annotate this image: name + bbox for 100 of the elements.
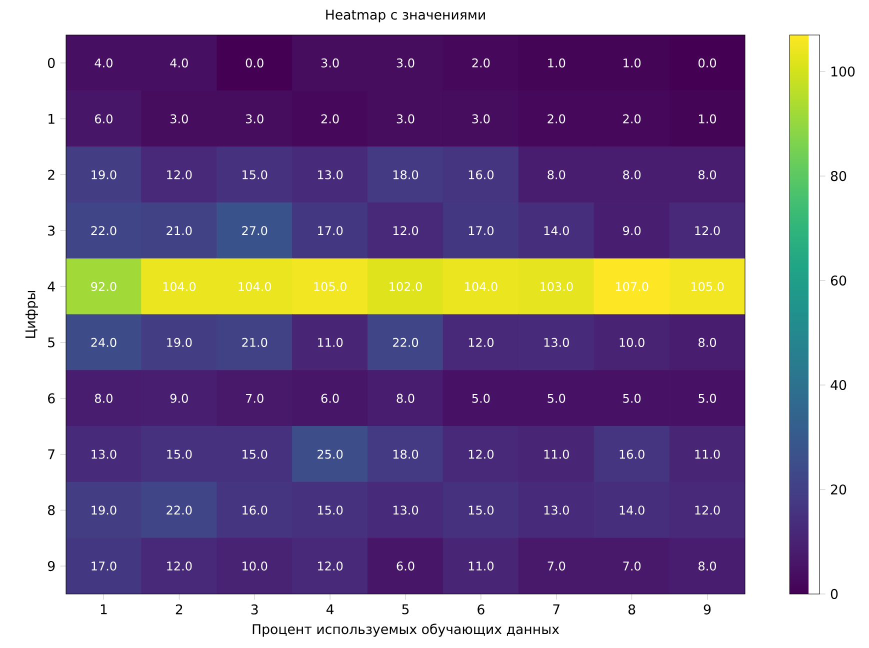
data-label: 11.0 [468, 562, 494, 571]
y-tick-label: 6 [48, 393, 55, 404]
data-label: 104.0 [465, 282, 498, 292]
x-axis-title: Процент используемых обучающих данных [252, 624, 560, 637]
data-label: 19.0 [167, 338, 192, 347]
data-label: 104.0 [238, 282, 271, 292]
data-label: 2.0 [548, 114, 566, 124]
color-bar-label: 0 [830, 588, 838, 600]
y-tick-label: 4 [48, 282, 55, 292]
data-label: 15.0 [318, 506, 343, 515]
color-bar-label: 40 [830, 380, 846, 390]
data-label: 16.0 [468, 170, 494, 180]
x-tick-label: 4 [326, 604, 334, 614]
data-label: 2.0 [472, 58, 490, 68]
data-label: 21.0 [166, 226, 192, 236]
data-label: 8.0 [396, 394, 414, 403]
data-label: 16.0 [242, 506, 268, 515]
data-label: 3.0 [170, 114, 188, 124]
data-label: 13.0 [92, 450, 116, 459]
x-tick-label: 5 [402, 604, 409, 614]
color-bar-label: 20 [831, 484, 846, 495]
x-tick-label: 6 [478, 604, 484, 614]
data-label: 5.0 [548, 394, 566, 403]
y-tick-label: 1 [48, 114, 54, 124]
data-label: 12.0 [468, 450, 494, 459]
data-label: 0.0 [698, 58, 716, 68]
data-label: 10.0 [620, 338, 644, 347]
data-label: 3.0 [472, 114, 490, 124]
data-label: 24.0 [91, 338, 116, 347]
data-label: 12.0 [695, 226, 720, 236]
data-label: 3.0 [396, 114, 414, 124]
data-label: 13.0 [318, 170, 343, 180]
data-label: 9.0 [623, 226, 641, 236]
data-label: 11.0 [544, 450, 569, 459]
data-label: 16.0 [620, 450, 644, 459]
data-label: 12.0 [167, 562, 192, 571]
data-label: 6.0 [396, 562, 414, 571]
data-label: 17.0 [318, 226, 343, 236]
data-label: 8.0 [698, 338, 716, 347]
data-label: 22.0 [91, 226, 116, 236]
data-label: 19.0 [92, 506, 116, 515]
data-label: 12.0 [468, 338, 494, 347]
data-label: 15.0 [468, 506, 494, 515]
data-label: 7.0 [246, 394, 264, 403]
data-label: 6.0 [321, 394, 339, 403]
data-label: 14.0 [544, 226, 569, 236]
data-label: 21.0 [242, 338, 268, 347]
x-tick-label: 9 [704, 604, 711, 614]
x-tick-label: 7 [553, 604, 560, 614]
data-label: 12.0 [695, 506, 720, 515]
data-label: 102.0 [390, 282, 422, 292]
data-label: 13.0 [544, 506, 569, 515]
data-label: 1.0 [699, 114, 716, 124]
data-label: 13.0 [544, 338, 569, 347]
data-label: 8.0 [548, 170, 566, 180]
x-tick-label: 2 [176, 604, 182, 614]
y-axis-title: Цифры [25, 290, 38, 338]
chart-title: Heatmap с значениями [326, 10, 485, 22]
y-tick-label: 8 [48, 505, 55, 516]
data-label: 17.0 [92, 562, 116, 571]
data-label: 14.0 [620, 506, 644, 515]
data-label: 17.0 [468, 226, 494, 236]
x-tick-label: 3 [251, 604, 258, 614]
data-label: 15.0 [242, 450, 268, 459]
data-label: 103.0 [540, 282, 573, 292]
y-tick-label: 3 [48, 226, 55, 236]
data-label: 0.0 [246, 58, 264, 68]
data-label: 8.0 [623, 170, 641, 180]
data-label: 18.0 [393, 450, 418, 459]
data-label: 1.0 [624, 58, 641, 68]
data-label: 11.0 [318, 338, 343, 347]
data-label: 15.0 [242, 170, 268, 180]
data-label: 22.0 [393, 338, 418, 347]
data-label: 6.0 [95, 114, 112, 124]
data-label: 12.0 [167, 170, 192, 180]
data-label: 4.0 [94, 58, 112, 68]
x-tick-label: 8 [628, 604, 636, 614]
y-tick-label: 2 [48, 170, 54, 180]
data-label: 107.0 [616, 282, 648, 292]
data-label: 19.0 [92, 170, 116, 180]
data-label: 3.0 [246, 114, 264, 124]
data-label: 11.0 [695, 450, 720, 459]
data-label: 27.0 [242, 226, 268, 236]
data-label: 12.0 [393, 226, 418, 236]
data-label: 104.0 [163, 282, 196, 292]
data-label: 5.0 [698, 394, 716, 403]
data-label: 10.0 [242, 562, 268, 571]
data-label: 22.0 [166, 506, 192, 515]
data-label: 8.0 [698, 562, 716, 571]
data-label: 1.0 [548, 58, 566, 68]
color-bar-label: 60 [830, 275, 846, 286]
data-label: 18.0 [393, 170, 418, 180]
data-label: 2.0 [321, 114, 339, 124]
data-label: 12.0 [318, 562, 343, 571]
data-label: 15.0 [167, 450, 192, 459]
data-label: 4.0 [170, 58, 188, 68]
data-label: 92.0 [91, 282, 116, 292]
data-label: 105.0 [314, 282, 346, 292]
data-label: 25.0 [318, 450, 343, 459]
data-label: 5.0 [472, 394, 490, 403]
